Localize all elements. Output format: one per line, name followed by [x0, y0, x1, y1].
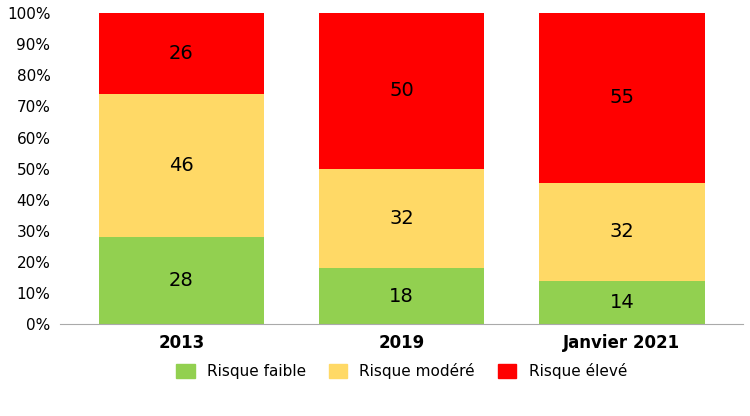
Bar — [99, 237, 264, 324]
Bar — [319, 268, 484, 324]
Text: 14: 14 — [610, 293, 634, 312]
Text: 55: 55 — [610, 88, 634, 107]
Text: 32: 32 — [610, 223, 634, 241]
Bar — [539, 13, 704, 183]
Text: 46: 46 — [169, 156, 194, 175]
Bar — [99, 94, 264, 237]
Text: 18: 18 — [389, 287, 414, 306]
Text: 32: 32 — [389, 209, 414, 228]
Legend: Risque faible, Risque modéré, Risque élevé: Risque faible, Risque modéré, Risque éle… — [170, 357, 633, 385]
Bar — [319, 13, 484, 169]
Bar — [539, 281, 704, 324]
Bar — [539, 183, 704, 281]
Bar — [319, 169, 484, 268]
Text: 50: 50 — [389, 82, 414, 100]
Text: 26: 26 — [169, 44, 194, 63]
Bar — [99, 13, 264, 94]
Text: 28: 28 — [169, 271, 194, 290]
